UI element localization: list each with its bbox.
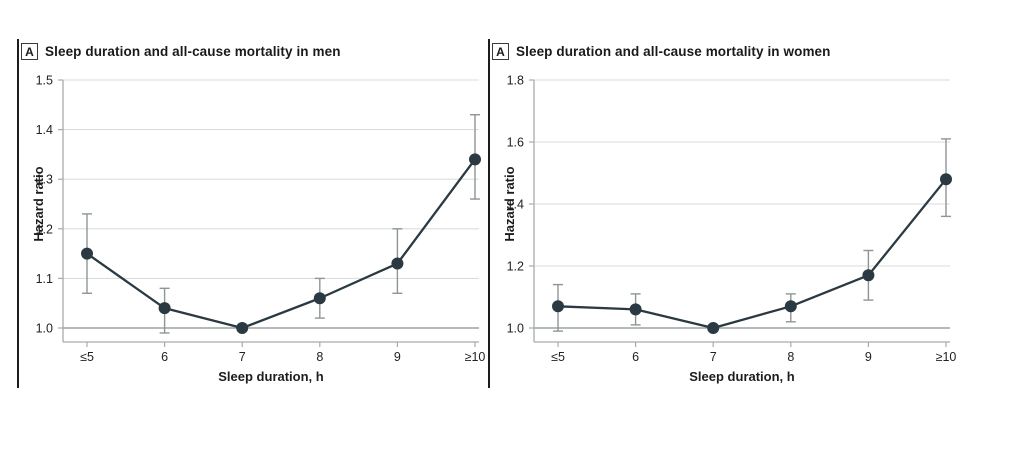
x-tick-label: 9 xyxy=(865,350,872,364)
x-axis-title: Sleep duration, h xyxy=(218,369,324,384)
panel-label-badge: A xyxy=(492,43,509,60)
x-tick-label: 7 xyxy=(239,350,246,364)
panel-left-border xyxy=(17,39,19,388)
data-point-marker xyxy=(313,292,326,305)
y-tick-label: 1.1 xyxy=(36,272,53,286)
y-tick-label: 1.4 xyxy=(507,198,524,212)
data-point-marker xyxy=(158,302,171,315)
panel-left-border xyxy=(488,39,490,388)
data-point-marker xyxy=(81,247,93,260)
panel-men: A Sleep duration and all-cause mortality… xyxy=(17,39,487,399)
panel-header: A Sleep duration and all-cause mortality… xyxy=(492,43,831,60)
x-tick-label: 8 xyxy=(787,350,794,364)
panel-title: Sleep duration and all-cause mortality i… xyxy=(516,44,831,59)
y-tick-label: 1.2 xyxy=(507,260,524,274)
y-tick-label: 1.2 xyxy=(36,222,53,236)
y-tick-label: 1.3 xyxy=(36,173,53,187)
x-tick-label: 6 xyxy=(632,350,639,364)
panel-header: A Sleep duration and all-cause mortality… xyxy=(21,43,341,60)
panel-title: Sleep duration and all-cause mortality i… xyxy=(45,44,341,59)
chart-women: 1.0 1.2 1.4 1.6 1.8 ≤5 6 7 8 9 ≥10 xyxy=(507,74,957,365)
data-point-marker xyxy=(940,173,952,186)
y-tick-label: 1.6 xyxy=(507,136,524,150)
x-tick-label: ≥10 xyxy=(465,350,486,364)
x-tick-label: 7 xyxy=(710,350,717,364)
x-tick-label: 6 xyxy=(161,350,168,364)
x-axis-title: Sleep duration, h xyxy=(689,369,795,384)
panel-women: A Sleep duration and all-cause mortality… xyxy=(488,39,998,399)
x-tick-label: ≤5 xyxy=(80,350,94,364)
chart-men: 1.0 1.1 1.2 1.3 1.4 1.5 ≤5 6 7 8 9 ≥10 xyxy=(36,74,486,365)
y-tick-label: 1.8 xyxy=(507,74,524,88)
data-point-marker xyxy=(629,303,642,316)
x-tick-label: 9 xyxy=(394,350,401,364)
x-tick-label: ≤5 xyxy=(551,350,565,364)
data-point-marker xyxy=(469,153,481,166)
x-tick-label: ≥10 xyxy=(936,350,957,364)
data-point-marker xyxy=(707,322,720,334)
data-point-marker xyxy=(391,257,404,270)
y-tick-label: 1.0 xyxy=(507,322,524,336)
data-point-marker xyxy=(552,300,564,313)
y-tick-label: 1.0 xyxy=(36,322,53,336)
trend-line xyxy=(85,158,477,330)
trend-line xyxy=(556,178,948,330)
y-tick-label: 1.5 xyxy=(36,74,53,88)
data-point-marker xyxy=(236,322,249,334)
data-point-marker xyxy=(784,300,797,313)
panel-label-badge: A xyxy=(21,43,38,60)
data-point-marker xyxy=(862,269,875,282)
x-tick-label: 8 xyxy=(316,350,323,364)
y-tick-label: 1.4 xyxy=(36,123,53,137)
